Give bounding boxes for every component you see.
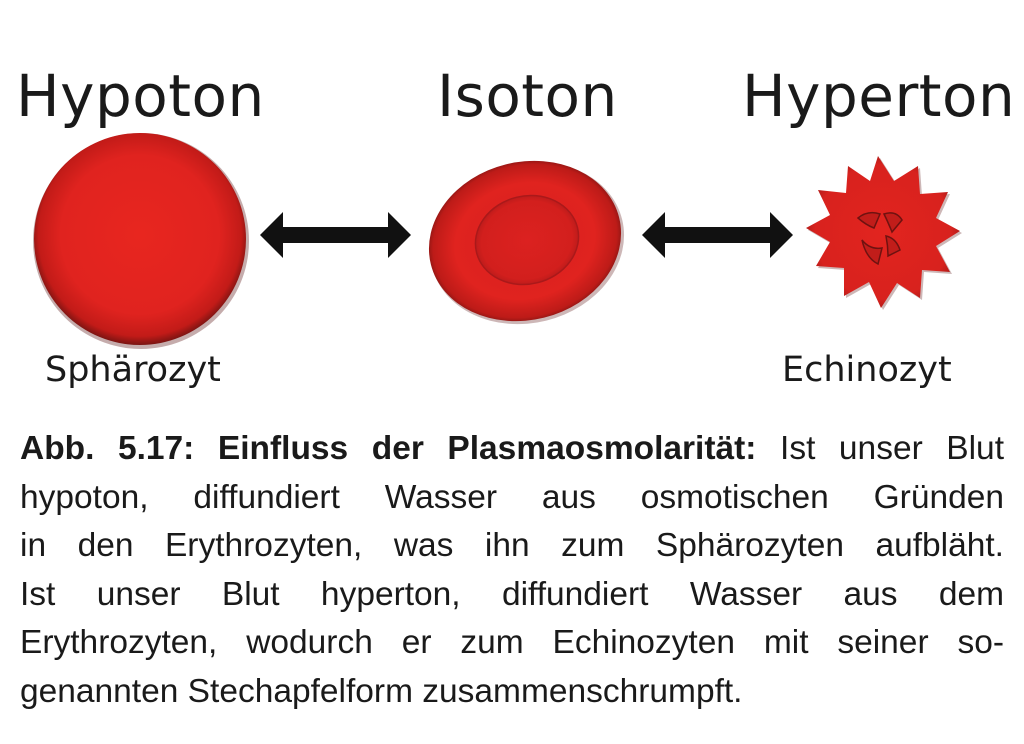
label-echinocyte: Echinozyt xyxy=(782,350,952,390)
spherocyte-cell xyxy=(33,133,249,349)
osmolarity-diagram xyxy=(33,133,962,349)
caption-line: Erythrozyten, wodurch er zum Echinozyten… xyxy=(20,624,1004,661)
caption-line: Ist unser Blut hyperton, diffundiert Was… xyxy=(20,575,1004,613)
caption-line: genannten Stechapfelform zusammenschrump… xyxy=(20,672,743,710)
isotonic-cell xyxy=(428,160,625,325)
double-arrow-left-icon xyxy=(260,212,411,258)
label-spherocyte: Sphärozyt xyxy=(45,350,221,390)
caption-text: Ist unser Blut xyxy=(756,430,1004,467)
heading-isotonic: Isoton xyxy=(437,61,618,130)
caption-line: hypoton, diffundiert Wasser aus osmotisc… xyxy=(20,478,1004,516)
heading-hypotonic: Hypoton xyxy=(16,61,265,130)
figure-caption: Abb. 5.17: Einfluss der Plasmaosmolaritä… xyxy=(20,425,1004,716)
heading-hypertonic: Hyperton xyxy=(742,61,1016,130)
double-arrow-right-icon xyxy=(642,212,793,258)
caption-line: in den Erythrozyten, was ihn zum Sphäroz… xyxy=(20,527,1004,564)
echinocyte-cell xyxy=(806,156,962,310)
caption-lead: Abb. 5.17: Einfluss der Plasmaosmolaritä… xyxy=(20,430,757,467)
caption-line: Abb. 5.17: Einfluss der Plasmaosmolaritä… xyxy=(20,425,1004,474)
